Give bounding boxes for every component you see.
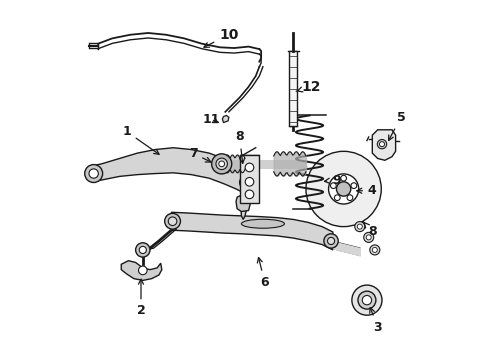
Circle shape [335, 195, 340, 201]
Circle shape [306, 151, 381, 226]
Circle shape [165, 213, 180, 229]
Bar [240, 155, 259, 203]
Text: 8: 8 [364, 222, 377, 238]
Text: 3: 3 [369, 307, 382, 333]
Circle shape [337, 182, 351, 196]
Circle shape [245, 177, 254, 186]
Circle shape [216, 158, 227, 170]
Circle shape [379, 141, 385, 147]
Circle shape [370, 245, 380, 255]
Circle shape [245, 190, 254, 199]
Text: 2: 2 [137, 279, 146, 318]
Text: 8: 8 [235, 130, 245, 163]
Bar [290, 51, 297, 126]
Circle shape [89, 169, 98, 178]
Text: 5: 5 [389, 111, 405, 140]
Circle shape [341, 175, 346, 181]
Polygon shape [372, 130, 395, 160]
Circle shape [372, 247, 377, 252]
Circle shape [139, 266, 147, 275]
Circle shape [240, 175, 254, 190]
Polygon shape [122, 261, 162, 280]
Text: 6: 6 [257, 257, 269, 289]
Circle shape [168, 217, 177, 226]
Circle shape [355, 222, 365, 231]
Circle shape [136, 243, 150, 257]
Circle shape [351, 183, 357, 189]
Circle shape [362, 296, 371, 305]
Circle shape [327, 237, 335, 244]
Circle shape [347, 195, 353, 201]
Circle shape [352, 285, 382, 315]
Circle shape [219, 161, 224, 167]
Text: 12: 12 [296, 80, 321, 94]
Circle shape [139, 246, 147, 253]
Circle shape [366, 235, 371, 240]
Circle shape [331, 183, 336, 189]
Text: 11: 11 [202, 113, 220, 126]
Polygon shape [222, 116, 229, 123]
Text: 4: 4 [357, 184, 377, 197]
Text: 10: 10 [204, 28, 239, 47]
Circle shape [324, 234, 338, 248]
Circle shape [85, 165, 102, 183]
Circle shape [357, 224, 362, 229]
Circle shape [212, 154, 232, 174]
Text: 7: 7 [189, 147, 211, 162]
Text: 1: 1 [122, 125, 159, 154]
Polygon shape [172, 212, 333, 250]
Ellipse shape [242, 219, 285, 228]
Circle shape [364, 232, 374, 242]
Circle shape [245, 163, 254, 172]
Polygon shape [236, 195, 250, 212]
Polygon shape [241, 183, 248, 220]
Circle shape [377, 139, 387, 149]
Polygon shape [93, 148, 247, 194]
Circle shape [329, 174, 359, 204]
Circle shape [358, 291, 376, 309]
Text: 9: 9 [324, 174, 341, 186]
